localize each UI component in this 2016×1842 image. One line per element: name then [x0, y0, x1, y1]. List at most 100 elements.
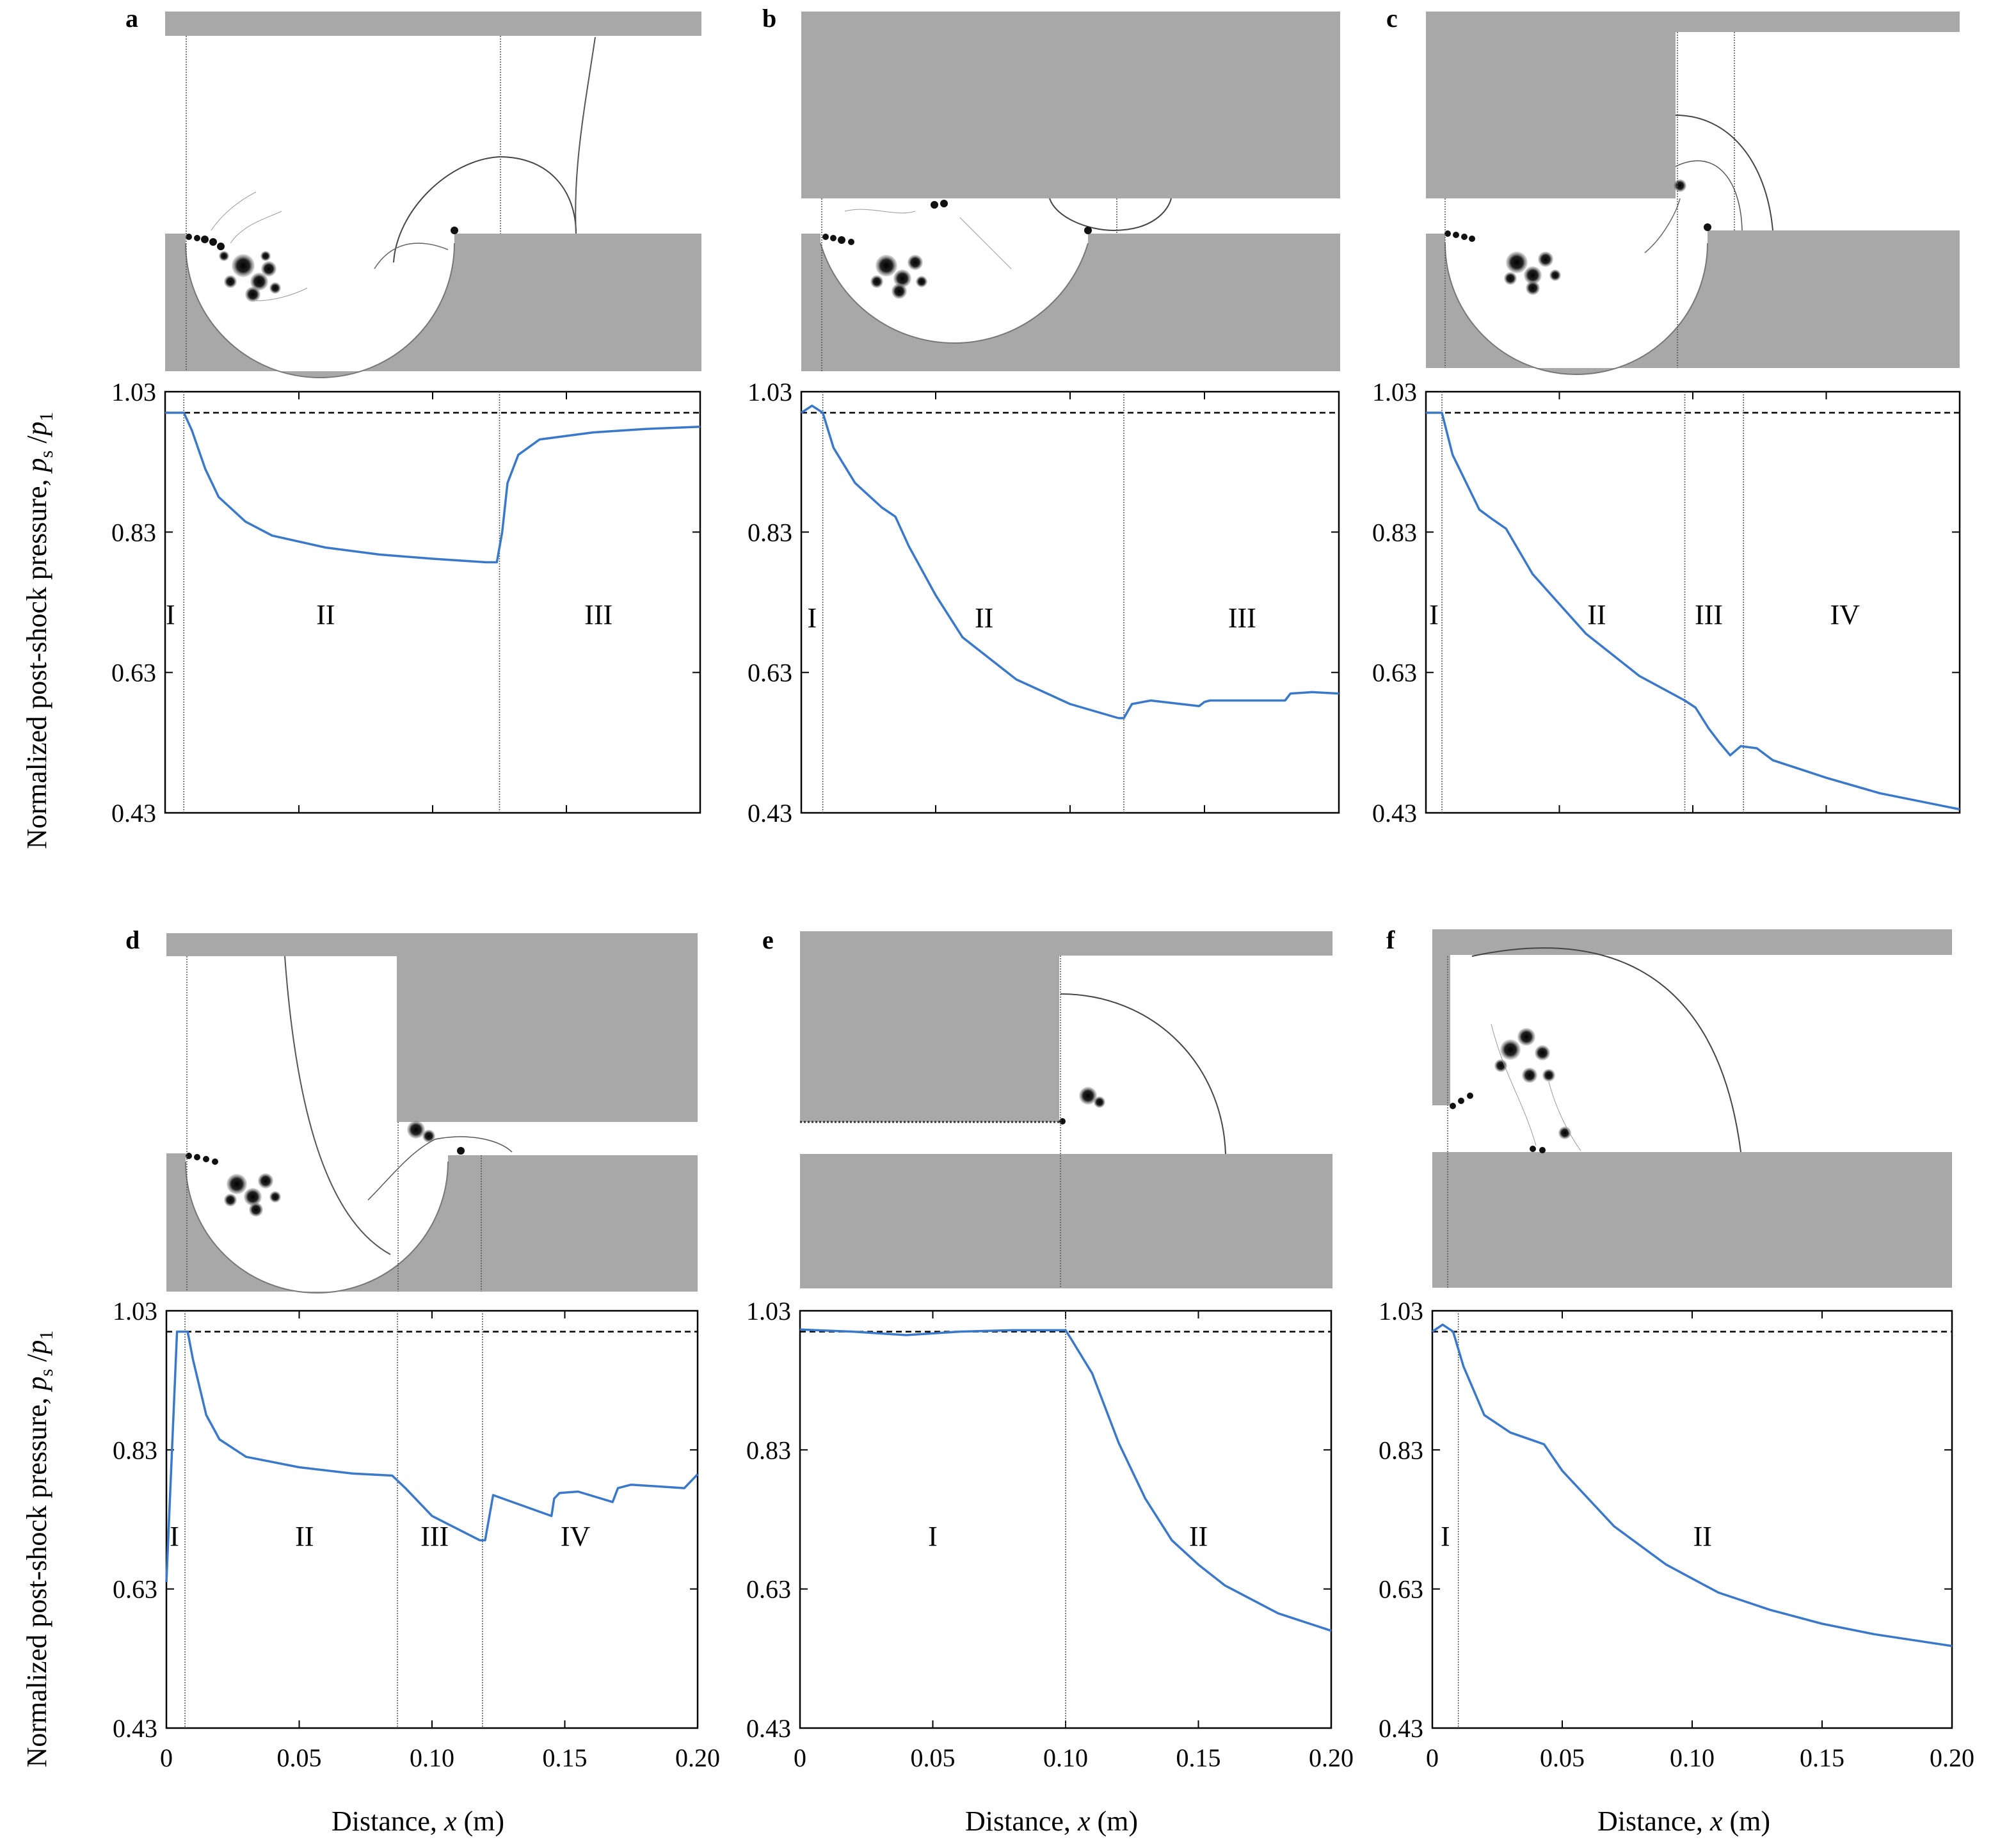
pressure-curve [165, 412, 701, 564]
y-tick-label: 0.83 [746, 1436, 791, 1464]
region-label: IV [1830, 599, 1860, 630]
region-label: I [1441, 1521, 1450, 1552]
x-tick-label: 0.10 [1670, 1743, 1715, 1772]
y-tick-label: 0.43 [1372, 799, 1417, 828]
shock-front [1471, 947, 1741, 1153]
region-label: III [420, 1521, 449, 1552]
chart-panel-d: d1.030.830.630.430 0.05 0.10 0.15 0.20I II III… [113, 925, 720, 1772]
pressure-curve [1426, 412, 1960, 811]
x-axis-label: Distance, x (m) [332, 1806, 504, 1837]
chart-panel-e: e1.030.830.630.430 0.05 0.10 0.15 0.20I II [746, 925, 1354, 1772]
x-tick-label: 0.05 [911, 1743, 956, 1772]
x-axis-label: Distance, x (m) [1597, 1806, 1770, 1837]
region-label: I [928, 1521, 938, 1552]
panel-letter: f [1386, 925, 1395, 954]
x-tick-label: 0.20 [675, 1743, 720, 1772]
shock-front [1675, 115, 1773, 231]
plot-frame [165, 1309, 699, 1729]
y-tick-label: 0.63 [1379, 1575, 1423, 1604]
region-label: III [1228, 602, 1256, 634]
x-tick-label: 0.20 [1309, 1743, 1354, 1772]
pressure-curve [1432, 1323, 1953, 1647]
left-block [1432, 929, 1450, 1105]
y-tick-label: 1.03 [113, 1297, 157, 1325]
schematic-a [165, 12, 701, 378]
top-block [801, 12, 1340, 198]
x-tick-label: 0.10 [410, 1743, 454, 1772]
schematic-c [1426, 12, 1960, 375]
chart-panel-a: a1.030.830.630.43I II III [111, 4, 701, 828]
y-tick-label: 0.63 [746, 1575, 791, 1604]
shock-front [393, 156, 577, 263]
region-label: III [1695, 599, 1723, 630]
charts-layer: a1.030.830.630.43I II IIIb1.030.830.630.43… [111, 4, 1974, 1772]
region-label: II [1693, 1521, 1712, 1552]
plot-frame [1425, 390, 1961, 814]
pressure-curve [801, 404, 1340, 719]
solid-wall [801, 234, 1340, 371]
top-block [800, 931, 1059, 1122]
y-tick-label: 0.63 [111, 659, 156, 687]
plot-frame [800, 390, 1340, 814]
region-label: I [170, 1521, 179, 1552]
panel-letter: d [125, 925, 140, 954]
x-tick-label: 0 [1426, 1743, 1439, 1772]
vortex-cluster [219, 251, 281, 302]
region-label: I [807, 602, 817, 634]
region-label: II [1189, 1521, 1208, 1552]
schematic-d [166, 933, 698, 1293]
top-wall [165, 12, 701, 36]
shock-front [1049, 198, 1172, 232]
y-tick-label: 0.43 [746, 1714, 791, 1743]
panel-letter: b [762, 4, 776, 33]
region-label: IV [561, 1521, 591, 1552]
y-tick-label: 0.43 [1379, 1714, 1423, 1743]
panel-letter: c [1386, 4, 1398, 33]
chart-panel-b: b1.030.830.630.43I II III [748, 4, 1340, 828]
solid-wall [165, 234, 701, 378]
y-tick-label: 0.63 [748, 659, 792, 687]
y-tick-label: 0.63 [1372, 659, 1417, 687]
plot-frame [164, 390, 701, 814]
chart-panel-f: f1.030.830.630.430 0.05 0.10 0.15 0.20I II [1379, 925, 1974, 1772]
wave-branch [374, 243, 449, 269]
top-block [397, 933, 698, 1122]
y-tick-label: 0.83 [1372, 518, 1417, 547]
schematic-f [1432, 929, 1952, 1288]
region-label: I [1429, 599, 1439, 630]
x-tick-label: 0 [160, 1743, 173, 1772]
shock-front [284, 956, 391, 1255]
schematic-e [800, 931, 1332, 1288]
region-label: II [1587, 599, 1606, 630]
y-tick-label: 0.83 [113, 1436, 157, 1464]
x-tick-label: 0.05 [277, 1743, 322, 1772]
y-tick-label: 0.43 [748, 799, 792, 828]
x-axis-label: Distance, x (m) [965, 1806, 1138, 1837]
plot-frame [1431, 1309, 1953, 1729]
pressure-curve [165, 1330, 699, 1582]
x-tick-label: 0.15 [1176, 1743, 1221, 1772]
vortex-sheet [186, 227, 458, 250]
x-tick-label: 0 [794, 1743, 806, 1772]
reflected-wave [575, 36, 596, 234]
top-wall [1432, 929, 1952, 955]
y-tick-label: 0.43 [113, 1714, 157, 1743]
solid-wall [1426, 230, 1960, 374]
y-tick-label: 0.83 [1379, 1436, 1423, 1464]
chart-panel-c: c1.030.830.630.43I II III IV [1372, 4, 1961, 828]
y-tick-label: 1.03 [111, 378, 156, 406]
x-tick-label: 0.15 [1800, 1743, 1844, 1772]
y-tick-label: 0.83 [111, 518, 156, 547]
top-block [1426, 12, 1676, 198]
y-tick-label: 1.03 [1379, 1297, 1423, 1325]
reflected-wave [1675, 160, 1743, 231]
region-label: II [316, 599, 335, 630]
x-tick-label: 0.15 [543, 1743, 588, 1772]
bottom-wall [1432, 1152, 1952, 1288]
region-label: II [975, 602, 993, 634]
region-label: III [584, 599, 612, 630]
y-tick-label: 1.03 [748, 378, 792, 406]
panel-letter: a [125, 4, 138, 33]
y-tick-label: 0.63 [113, 1575, 157, 1604]
